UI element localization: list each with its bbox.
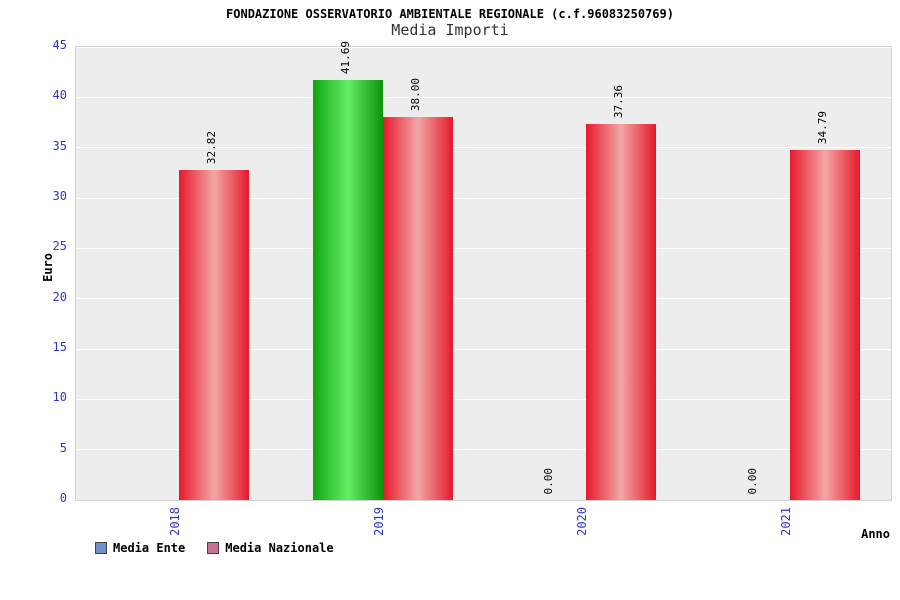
gridline <box>76 449 891 451</box>
y-tick-label: 30 <box>52 189 67 203</box>
bar-media-nazionale-2020 <box>586 123 657 500</box>
gridline <box>76 96 891 98</box>
legend-swatch <box>207 542 220 554</box>
chart-title: FONDAZIONE OSSERVATORIO AMBIENTALE REGIO… <box>226 7 674 21</box>
gridline <box>76 348 891 350</box>
y-tick-label: 25 <box>52 239 67 254</box>
gridline <box>76 46 891 48</box>
gridline <box>76 247 891 249</box>
y-axis-title: Euro <box>41 253 55 282</box>
y-tick-label: 40 <box>52 88 67 103</box>
y-tick-label: 10 <box>52 390 67 405</box>
gridline <box>76 398 891 400</box>
legend-item: Media Nazionale <box>207 541 334 555</box>
y-tick-label: 45 <box>52 38 67 52</box>
legend-label: Media Nazionale <box>225 541 334 555</box>
y-tick-label: 15 <box>52 340 67 354</box>
bar-media-nazionale-2019 <box>382 117 453 500</box>
bar-value-label: 32.82 <box>204 130 218 164</box>
bar-value-label: 37.36 <box>612 84 626 118</box>
x-tick-label: 2019 <box>371 507 386 536</box>
bar-value-label: 38.00 <box>408 78 422 112</box>
bar-value-label: 34.79 <box>816 110 830 144</box>
x-tick-label: 2021 <box>779 507 794 536</box>
bar-value-label: 0.00 <box>746 467 760 495</box>
x-tick-label: 2020 <box>575 507 590 536</box>
legend-label: Media Ente <box>113 541 186 555</box>
chart-subtitle: Media Importi <box>391 21 509 39</box>
y-tick-label: 0 <box>59 491 67 505</box>
bar-media-nazionale-2021 <box>790 149 861 500</box>
x-tick-label: 2018 <box>167 507 182 536</box>
bar-media-nazionale-2018 <box>178 169 249 500</box>
bar-media-ente-2019 <box>312 80 383 500</box>
legend-swatch <box>95 542 107 554</box>
x-axis-title: Anno <box>861 527 890 541</box>
y-tick-label: 5 <box>59 440 67 455</box>
gridline <box>76 197 891 199</box>
bar-value-label: 41.69 <box>338 41 352 75</box>
plot-area <box>75 46 892 501</box>
legend: Media Ente Media Nazionale <box>95 541 334 555</box>
y-tick-label: 20 <box>52 289 67 304</box>
bar-value-label: 0.00 <box>542 467 556 495</box>
gridline <box>76 298 891 300</box>
gridline <box>76 147 891 149</box>
legend-item: Media Ente <box>95 541 185 555</box>
y-tick-label: 35 <box>52 138 67 153</box>
